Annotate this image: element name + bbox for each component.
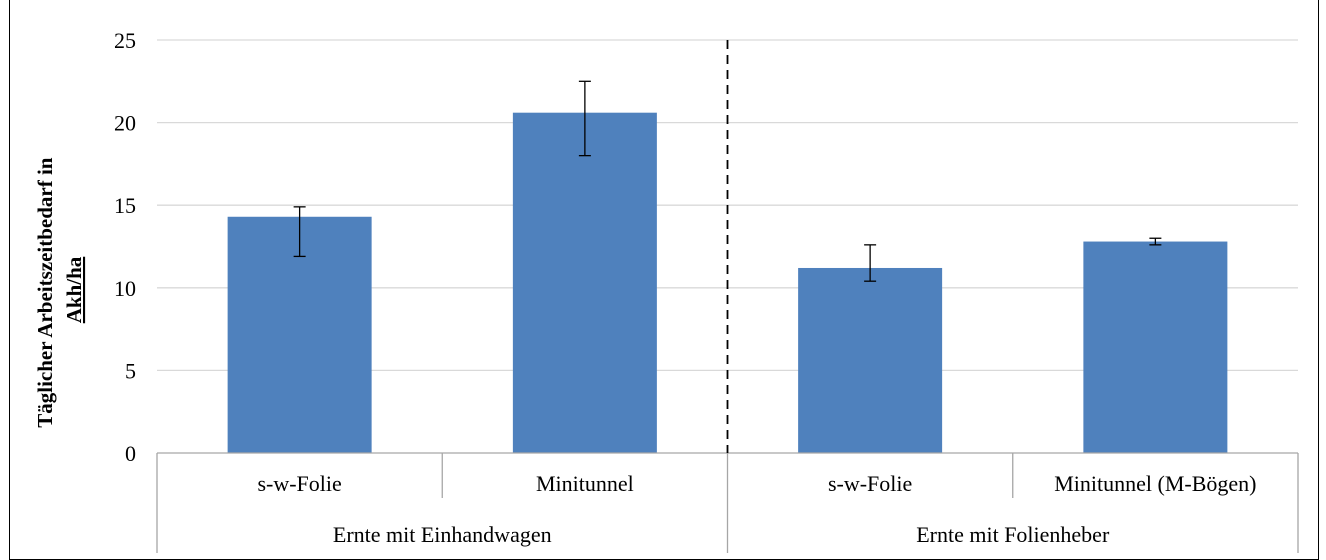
y-axis-label-line1: Täglicher Arbeitszeitbedarf in (33, 157, 57, 428)
y-tick-label: 20 (114, 111, 136, 136)
y-axis-label-line2: Akh/ha (62, 256, 86, 323)
axes (156, 40, 1299, 553)
y-axis-label: Täglicher Arbeitszeitbedarf in Akh/ha (33, 152, 86, 428)
y-tick-label: 0 (125, 441, 136, 466)
y-tick-label: 15 (114, 193, 136, 218)
category-label: Minitunnel (M-Bögen) (1054, 471, 1256, 496)
y-tick-label: 25 (114, 28, 136, 53)
category-label: s-w-Folie (257, 471, 341, 496)
error-bars (293, 80, 1162, 282)
category-label: Minitunnel (536, 471, 634, 496)
bars (227, 112, 1228, 454)
bar (1083, 241, 1228, 453)
y-tick-label: 10 (114, 276, 136, 301)
y-tick-label: 5 (125, 358, 136, 383)
group-label: Ernte mit Folienheber (916, 522, 1110, 547)
labels: 0 5 10 15 20 25 s-w-Folie Minitunnel s-w-Folie Mi… (114, 28, 1257, 547)
bar (512, 112, 657, 454)
category-label: s-w-Folie (828, 471, 912, 496)
bar (798, 267, 943, 453)
group-label: Ernte mit Einhandwagen (333, 522, 552, 547)
